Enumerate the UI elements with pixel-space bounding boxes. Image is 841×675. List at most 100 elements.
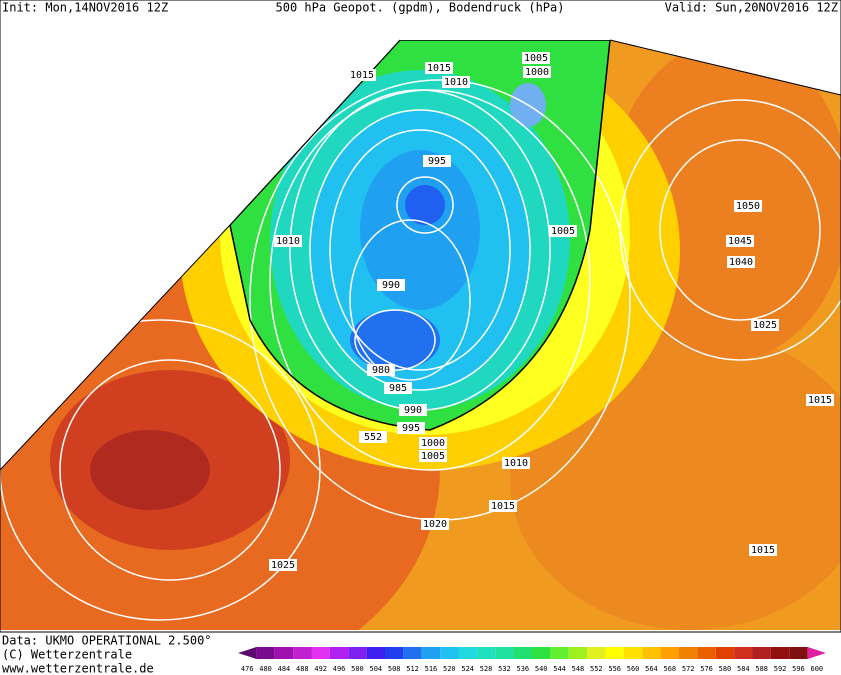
label-box [727, 256, 755, 268]
isobar-label: 1015 [350, 70, 374, 81]
label-box [348, 69, 376, 81]
isobar-label: 1045 [728, 236, 752, 247]
scale-bin [770, 647, 790, 659]
valid-time: Valid: Sun,20NOV2016 12Z [665, 1, 838, 15]
scale-bin [385, 647, 404, 659]
isobar-label: 1000 [525, 67, 549, 78]
isobar-label: 995 [428, 156, 446, 167]
scale-label: 532 [498, 665, 511, 673]
isobar-label: 1025 [271, 560, 295, 571]
scale-bin [458, 647, 477, 659]
scale-label: 560 [627, 665, 640, 673]
label-box [522, 52, 550, 64]
scale-bin [366, 647, 385, 659]
scale-label: 564 [645, 665, 658, 673]
isobar-label: 1020 [423, 519, 447, 530]
scale-label: 600 [810, 665, 823, 673]
scale-label: 584 [737, 665, 750, 673]
isobar-labels: 1015101510101005100099510101005990985980… [269, 52, 834, 571]
scale-label: 496 [333, 665, 346, 673]
color-scale: 476 480 484 488 492 496 500 504 508 512 516 520 524 5… [238, 647, 826, 673]
scale-bin [568, 647, 588, 659]
isobar-label: 1015 [751, 545, 775, 556]
label-box [806, 394, 834, 406]
scale-label: 508 [388, 665, 401, 673]
isobar-label: 990 [404, 405, 422, 416]
scale-bin [329, 647, 349, 659]
scale-bin [789, 647, 808, 659]
label-box [423, 155, 451, 167]
scale-bin [476, 647, 496, 659]
scale-label: 492 [314, 665, 327, 673]
scale-label: 552 [590, 665, 603, 673]
scale-bin [605, 647, 624, 659]
scale-label: 596 [792, 665, 805, 673]
isobar-label: 552 [364, 432, 382, 443]
isobar-label: 1010 [444, 77, 468, 88]
label-box [726, 235, 754, 247]
isobar-label: 985 [389, 383, 407, 394]
scale-label: 540 [535, 665, 548, 673]
scale-bin [660, 647, 679, 659]
scale-label: 500 [351, 665, 364, 673]
scale-label: 488 [296, 665, 309, 673]
isobar-label: 1010 [504, 458, 528, 469]
scale-bin [495, 647, 514, 659]
isobar-label: 1005 [551, 226, 575, 237]
scale-arrow [807, 647, 826, 659]
label-box [549, 225, 577, 237]
data-source: Data: UKMO OPERATIONAL 2.500° [2, 634, 212, 648]
isobar-label: 990 [382, 280, 400, 291]
scale-bin [715, 647, 735, 659]
label-box [399, 404, 427, 416]
scale-label: 576 [700, 665, 713, 673]
scale-bin [256, 647, 275, 659]
scale-bin [403, 647, 422, 659]
scale-label: 544 [553, 665, 566, 673]
label-box [397, 422, 425, 434]
label-box [489, 500, 517, 512]
scale-arrow [238, 647, 257, 659]
label-box [274, 235, 302, 247]
scale-bin [274, 647, 294, 659]
label-box [421, 518, 449, 530]
copyright: (C) Wetterzentrale [2, 648, 132, 662]
scale-label: 536 [516, 665, 529, 673]
label-box [419, 437, 447, 449]
isobar-label: 995 [402, 423, 420, 434]
isobar-label: 1005 [524, 53, 548, 64]
scale-bin [697, 647, 716, 659]
isobar-label: 1040 [729, 257, 753, 268]
scale-label: 548 [572, 665, 585, 673]
scale-label: 524 [461, 665, 474, 673]
label-box [384, 382, 412, 394]
scale-label: 556 [608, 665, 621, 673]
scale-label: 568 [663, 665, 676, 673]
label-box [425, 62, 453, 74]
isobar-label: 1000 [421, 438, 445, 449]
isobar-label: 1015 [427, 63, 451, 74]
scale-bin [734, 647, 753, 659]
isobar-label: 1005 [421, 451, 445, 462]
scale-bin [421, 647, 441, 659]
label-box [359, 431, 387, 443]
scale-label: 588 [755, 665, 768, 673]
scale-bin [348, 647, 367, 659]
scale-label: 572 [682, 665, 695, 673]
label-box [502, 457, 530, 469]
label-box [749, 544, 777, 556]
scale-label: 516 [425, 665, 438, 673]
label-box [751, 319, 779, 331]
label-box [419, 450, 447, 462]
label-box [269, 559, 297, 571]
scale-bin [550, 647, 569, 659]
label-box [734, 200, 762, 212]
isobar-label: 1015 [491, 501, 515, 512]
scale-label: 484 [278, 665, 291, 673]
isobar-label: 980 [372, 365, 390, 376]
website: www.wetterzentrale.de [2, 662, 154, 675]
scale-bin [752, 647, 771, 659]
scale-bin [311, 647, 330, 659]
